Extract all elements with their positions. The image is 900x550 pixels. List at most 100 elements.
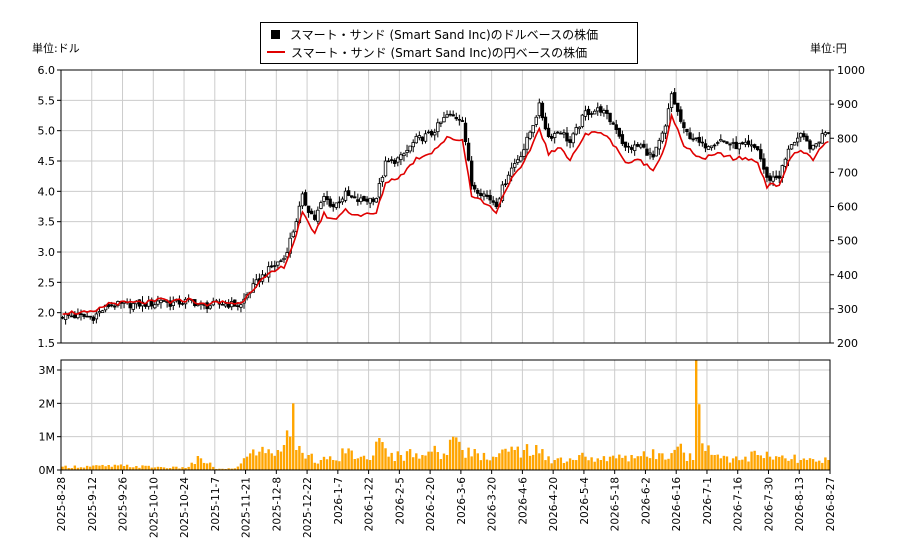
volume-bar	[608, 456, 612, 470]
x-axis-tick-label: 2026-6-16	[671, 477, 683, 532]
volume-bar	[439, 459, 443, 470]
volume-bar	[113, 464, 117, 470]
usd-candle	[796, 137, 800, 143]
volume-bar	[264, 453, 267, 470]
usd-candle	[636, 144, 640, 147]
usd-candle	[180, 303, 185, 305]
volume-bar	[359, 456, 363, 470]
usd-candle	[399, 154, 403, 160]
volume-bar	[473, 449, 476, 470]
usd-candle	[602, 110, 606, 114]
usd-candle	[319, 202, 323, 209]
usd-candle	[617, 127, 621, 137]
usd-candle	[356, 199, 360, 202]
volume-bar	[175, 466, 178, 470]
left-axis-tick-label: 3.5	[38, 216, 56, 229]
usd-candle	[429, 130, 434, 136]
usd-candle	[171, 301, 175, 306]
usd-candle	[282, 257, 286, 261]
volume-bar	[230, 468, 233, 470]
right-axis-tick-label: 800	[837, 132, 858, 145]
usd-candle	[386, 160, 391, 163]
usd-candle	[226, 303, 231, 308]
usd-candle	[651, 154, 655, 158]
volume-bar	[556, 458, 559, 470]
usd-candle	[239, 304, 243, 308]
volume-bar	[199, 458, 203, 470]
usd-candle	[389, 159, 394, 161]
usd-candle	[697, 136, 701, 143]
usd-candle	[645, 148, 649, 156]
usd-candle	[669, 93, 674, 109]
usd-candle	[663, 125, 668, 134]
usd-candle	[405, 149, 409, 153]
usd-candle	[128, 303, 132, 309]
volume-bar	[408, 449, 412, 470]
x-axis-tick-label: 2025-12-22	[302, 477, 314, 538]
usd-candle	[743, 141, 748, 145]
volume-bar	[245, 456, 249, 470]
volume-bar	[488, 460, 492, 470]
volume-bar	[701, 443, 704, 470]
volume-bar	[147, 465, 150, 470]
volume-bar	[759, 455, 762, 470]
volume-bar	[368, 460, 372, 470]
volume-bar	[172, 466, 175, 470]
usd-candle	[657, 139, 661, 150]
usd-candle	[113, 305, 117, 308]
usd-candle	[402, 153, 406, 157]
volume-bar	[150, 467, 153, 470]
usd-candle	[528, 131, 532, 139]
left-axis-tick-label: 4.0	[38, 185, 56, 198]
right-axis-tick-label: 700	[837, 166, 858, 179]
usd-candle	[451, 114, 455, 117]
right-axis-unit: 単位:円	[810, 42, 847, 55]
usd-candle	[509, 167, 514, 177]
x-axis-tick-label: 2025-8-28	[56, 477, 68, 531]
volume-bar	[528, 455, 532, 470]
volume-bar	[418, 458, 421, 470]
volume-bar	[602, 456, 606, 470]
left-axis-tick-label: 6.0	[38, 64, 56, 77]
volume-bar	[679, 443, 683, 470]
volume-bar	[704, 450, 707, 470]
volume-bar	[762, 458, 766, 470]
volume-bar	[768, 456, 772, 470]
volume-bar	[784, 458, 787, 470]
usd-candle	[426, 131, 431, 134]
volume-bar	[587, 460, 590, 470]
usd-candle	[592, 110, 597, 115]
usd-candle	[448, 113, 452, 116]
volume-bar	[64, 465, 67, 470]
left-axis-tick-label: 4.5	[38, 155, 56, 168]
volume-bar	[781, 455, 784, 470]
volume-bar	[221, 468, 224, 470]
x-axis-tick-label: 2025-10-10	[148, 477, 160, 538]
volume-bar	[421, 455, 424, 470]
usd-candle	[445, 114, 449, 118]
volume-bar	[187, 466, 190, 470]
usd-candle	[811, 144, 815, 150]
usd-candle	[153, 304, 157, 309]
volume-bar	[273, 455, 276, 470]
usd-candle	[70, 315, 74, 318]
volume-bar	[485, 459, 489, 470]
usd-candle	[792, 142, 797, 146]
usd-candle	[337, 201, 342, 204]
right-axis-tick-label: 300	[837, 303, 858, 316]
volume-bar	[568, 458, 572, 470]
usd-candle	[654, 146, 658, 157]
volume-bar	[433, 445, 436, 470]
usd-candle	[85, 315, 89, 318]
usd-candle	[632, 144, 637, 151]
volume-bar	[790, 459, 793, 470]
usd-candle	[740, 142, 745, 145]
usd-candle	[353, 196, 357, 199]
usd-candle	[556, 131, 560, 134]
usd-candle	[436, 122, 440, 133]
volume-bar	[325, 459, 329, 470]
volume-bar	[750, 451, 753, 470]
usd-candle	[313, 214, 317, 220]
volume-bar	[621, 457, 624, 470]
